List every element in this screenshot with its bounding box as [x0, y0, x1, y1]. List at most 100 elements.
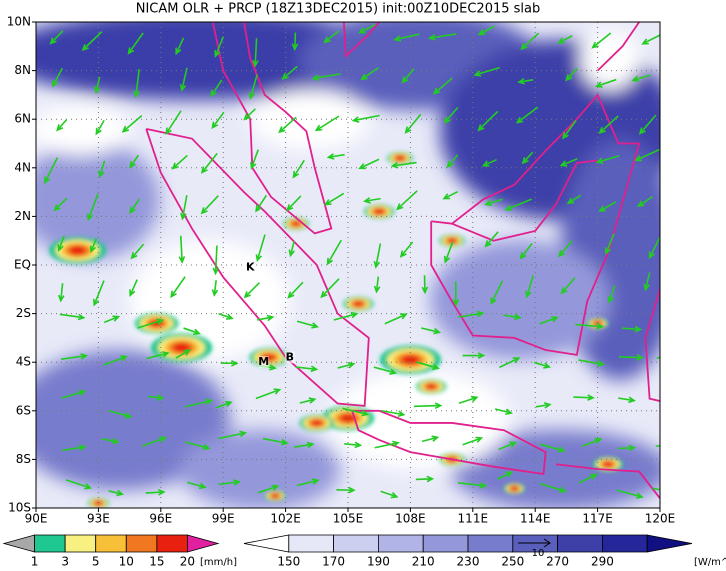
wind-arrow: [214, 36, 225, 58]
wind-arrow: [44, 157, 59, 185]
wind-arrow: [218, 312, 234, 320]
wind-arrow: [86, 193, 99, 222]
lat-label: 8S: [16, 452, 31, 466]
wind-arrow: [210, 79, 223, 98]
wind-arrow: [255, 234, 266, 263]
colorbar-label: 170: [322, 555, 345, 569]
wind-arrow: [565, 67, 578, 82]
wind-arrow: [243, 108, 256, 121]
wind-arrow: [288, 240, 295, 258]
wind-arrow: [621, 325, 643, 333]
colorbar-segment: [2, 534, 35, 553]
station-label-bg: [245, 261, 256, 274]
wind-arrow: [362, 197, 381, 204]
lat-label: 4S: [16, 355, 31, 369]
colorbar-segment: [467, 534, 514, 553]
wind-arrow: [373, 243, 382, 269]
wind-arrow: [218, 430, 248, 440]
wind-arrow: [211, 280, 219, 297]
wind-arrow: [607, 285, 616, 304]
wind-arrow: [323, 192, 345, 206]
wind-arrow: [257, 314, 275, 322]
wind-arrow: [404, 113, 422, 134]
wind-arrow: [81, 31, 103, 52]
colorbar-label: 1: [31, 555, 39, 569]
wind-arrow: [393, 33, 420, 42]
wind-arrow: [127, 32, 144, 55]
wind-arrow: [539, 443, 566, 453]
wind-arrow: [595, 154, 620, 164]
precip-field: [49, 151, 624, 508]
wind-arrow: [314, 115, 340, 132]
wind-arrow: [252, 38, 259, 68]
wind-arrow: [558, 240, 573, 258]
wind-arrow: [108, 409, 133, 419]
wind-arrow: [659, 312, 660, 315]
wind-arrow: [180, 195, 188, 221]
wind-arrow: [93, 280, 105, 307]
wind-arrow: [557, 35, 573, 44]
wind-arrow: [53, 197, 68, 212]
wind-arrow: [295, 365, 319, 373]
coastline: [145, 128, 370, 407]
lat-label: 6S: [16, 403, 31, 417]
wind-arrow: [137, 318, 165, 329]
map-area: K M B: [36, 22, 660, 508]
coastline: [430, 93, 641, 356]
wind-arrow: [503, 313, 522, 321]
wind-arrow: [187, 481, 207, 490]
lat-label: 4N: [14, 160, 31, 174]
wind-arrow: [559, 158, 578, 167]
colorbar-label: 290: [591, 555, 614, 569]
wind-arrow: [384, 313, 408, 325]
wind-arrow: [634, 148, 660, 162]
wind-arrow: [200, 195, 219, 215]
wind-arrow: [57, 283, 65, 303]
wind-arrow: [396, 190, 418, 211]
wind-arrow: [477, 110, 499, 132]
wind-arrow: [56, 119, 68, 132]
wind-arrow: [427, 33, 457, 41]
colorbar-segment: [243, 534, 290, 553]
wind-arrow: [498, 441, 518, 451]
colorbar-label: 190: [367, 555, 390, 569]
wind-arrow: [578, 359, 605, 367]
wind-arrow: [320, 278, 340, 299]
wind-arrow: [519, 242, 533, 260]
colorbar-segment: [34, 534, 66, 553]
wind-arrow: [248, 74, 258, 100]
wind-arrow: [643, 272, 651, 292]
wind-arrow: [652, 487, 660, 491]
wind-arrow: [147, 394, 165, 401]
precip-cell: [603, 461, 613, 468]
wind-arrow: [145, 488, 166, 496]
wind-arrow: [59, 313, 86, 321]
wind-arrow: [520, 32, 540, 51]
vector-ref-label: 10: [532, 548, 545, 559]
lat-label: 2S: [16, 306, 31, 320]
lat-label: EQ: [14, 258, 31, 272]
lon-label: 108E: [395, 512, 426, 526]
wind-arrow: [311, 73, 341, 81]
wind-arrow: [294, 441, 315, 449]
lat-label: 2N: [14, 209, 31, 223]
colorbar-segment: [646, 534, 693, 553]
wind-arrow: [533, 361, 551, 369]
wind-arrow: [296, 478, 320, 487]
wind-arrow: [49, 30, 64, 45]
wind-arrow: [473, 66, 500, 77]
wind-arrow: [243, 282, 260, 299]
wind-arrow: [299, 397, 317, 404]
wind-arrow: [618, 354, 645, 361]
wind-arrow: [185, 441, 211, 451]
colorbar-segment: [64, 534, 97, 553]
wind-arrow: [103, 315, 121, 324]
wind-arrow: [415, 475, 435, 483]
wind-arrow: [358, 158, 380, 170]
wind-arrow: [497, 471, 514, 480]
wind-arrow: [604, 233, 615, 256]
wind-arrow: [60, 353, 89, 361]
station-label: B: [286, 350, 294, 363]
wind-arrow: [278, 116, 297, 134]
wind-arrow: [636, 195, 654, 208]
